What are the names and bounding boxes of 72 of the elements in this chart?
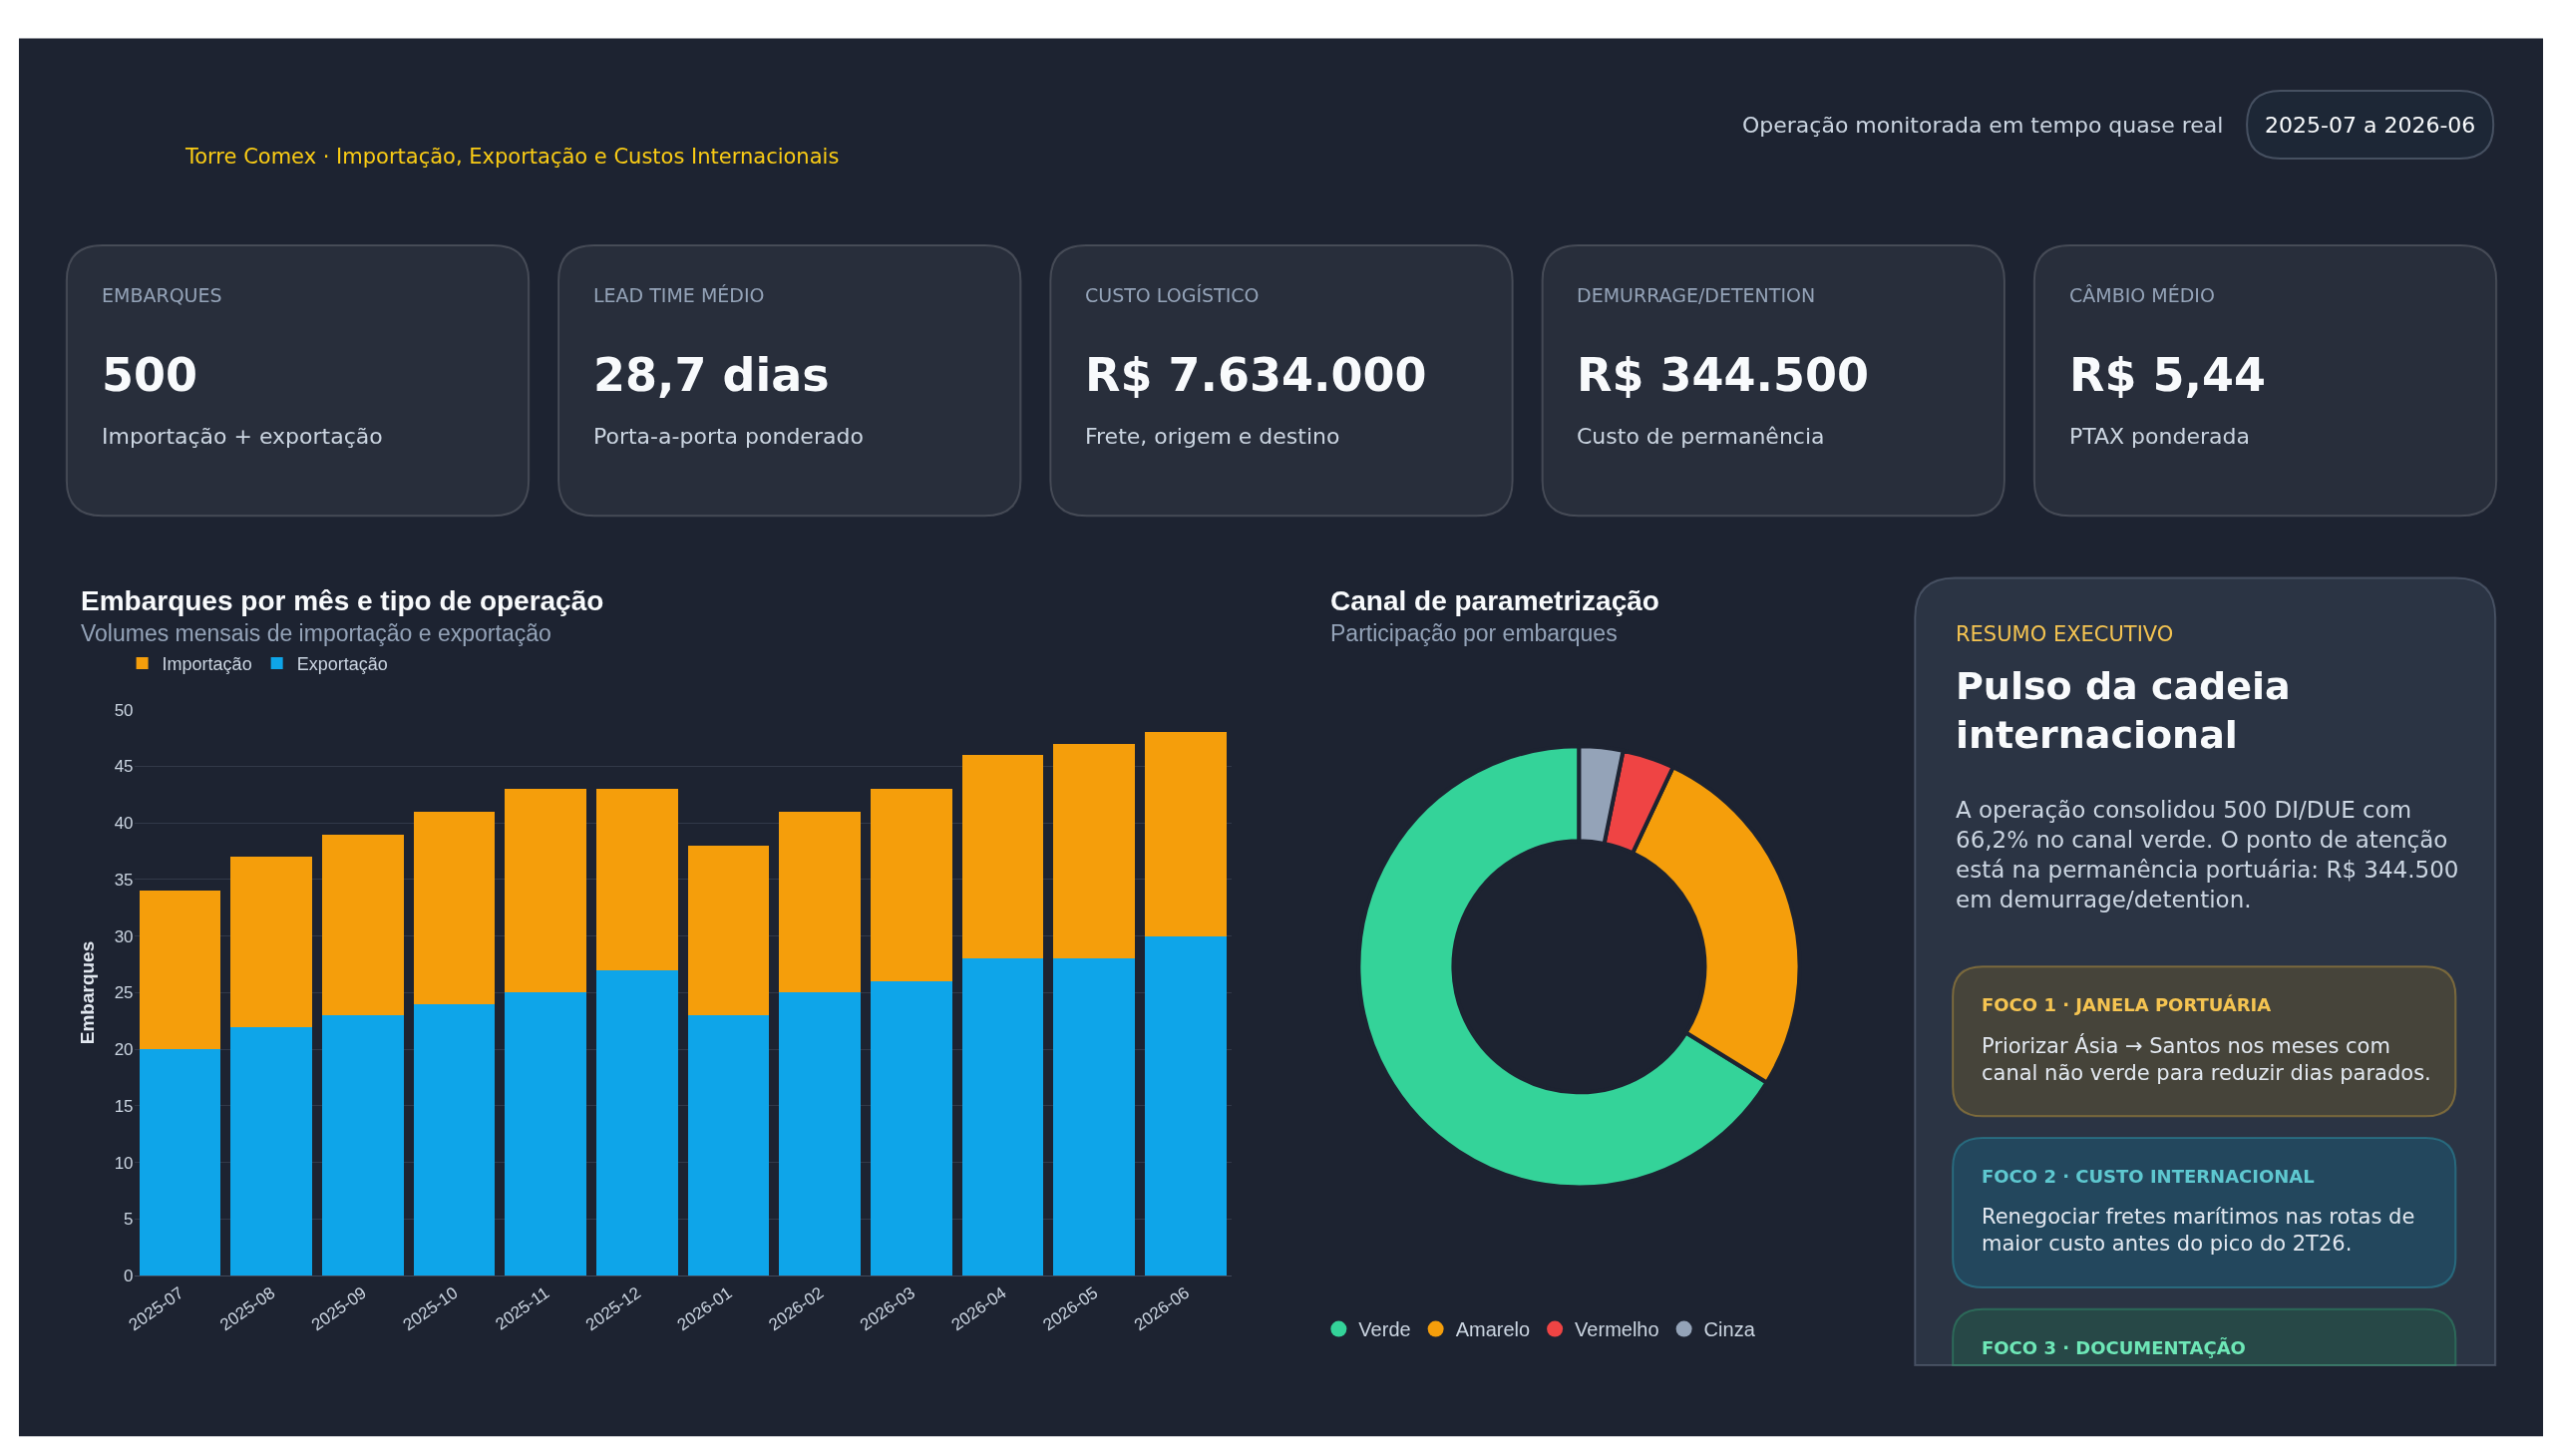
bar bbox=[1145, 935, 1227, 1276]
y-axis-title: Embarques bbox=[77, 940, 99, 1045]
bar bbox=[321, 1015, 404, 1276]
bar bbox=[230, 857, 312, 1027]
text: 500 bbox=[102, 348, 198, 402]
bar bbox=[687, 845, 770, 1016]
y-tick-label: 10 bbox=[114, 1153, 134, 1173]
bar bbox=[871, 789, 952, 982]
text: DEMURRAGE/DETENTION bbox=[1577, 284, 1816, 306]
text: Torre Comex · Importação, Exportação e Custos Internacionais bbox=[184, 145, 840, 169]
bar bbox=[687, 1015, 770, 1276]
text: Operação monitorada em tempo quase real bbox=[1742, 113, 2224, 138]
bar bbox=[413, 811, 496, 1004]
bar bbox=[413, 1003, 496, 1276]
y-tick-label: 0 bbox=[124, 1267, 134, 1286]
y-tick-label: 5 bbox=[124, 1210, 134, 1230]
y-tick-label: 30 bbox=[114, 926, 134, 946]
text: Priorizar Ásia → Santos nos meses com canal não verde para reduzir dias parados. bbox=[1982, 1033, 2431, 1086]
bar bbox=[1053, 743, 1135, 959]
chart-subtitle: Volumes mensais de importação e exportação bbox=[81, 620, 551, 646]
text: Pulso da cadeia internacional bbox=[1956, 664, 2291, 758]
text: Renegociar fretes marítimos nas rotas de maior custo antes do pico do 2T26. bbox=[1982, 1205, 2415, 1257]
chart-title: Canal de parametrização bbox=[1330, 585, 1659, 616]
bar bbox=[871, 981, 952, 1276]
bar bbox=[779, 811, 861, 993]
y-tick-label: 35 bbox=[114, 870, 134, 890]
text: Porta-a-porta ponderado bbox=[593, 424, 864, 449]
text: CUSTO LOGÍSTICO bbox=[1085, 284, 1260, 306]
legend-label: Cinza bbox=[1703, 1318, 1756, 1341]
legend-label: Verde bbox=[1358, 1318, 1411, 1341]
y-tick-label: 45 bbox=[114, 757, 134, 777]
bar bbox=[961, 958, 1044, 1276]
bar bbox=[1145, 732, 1227, 936]
text: A operação consolidou 500 DI/DUE com 66,2% no canal verde. O ponto de atenção está na permanência portuária: R$ 344.500 em demurrage/detention. bbox=[1956, 797, 2459, 912]
text: RESUMO EXECUTIVO bbox=[1956, 622, 2174, 646]
legend-label: Vermelho bbox=[1575, 1318, 1659, 1341]
text: EMBARQUES bbox=[102, 284, 222, 306]
y-tick-label: 25 bbox=[114, 983, 134, 1003]
bar bbox=[139, 1049, 221, 1276]
text: CÂMBIO MÉDIO bbox=[2069, 284, 2215, 306]
text: FOCO 1 · JANELA PORTUÁRIA bbox=[1982, 994, 2272, 1015]
text: Custo de permanência bbox=[1577, 424, 1825, 449]
text: Importação + exportação bbox=[102, 424, 383, 449]
legend-label: Amarelo bbox=[1455, 1318, 1531, 1341]
text: R$ 7.634.000 bbox=[1085, 348, 1427, 402]
text: 2025-07 a 2026-06 bbox=[2265, 113, 2476, 138]
text: R$ 5,44 bbox=[2069, 348, 2266, 402]
text: Frete, origem e destino bbox=[1085, 424, 1340, 449]
text: FOCO 2 · CUSTO INTERNACIONAL bbox=[1982, 1166, 2315, 1187]
bar bbox=[595, 789, 678, 970]
bar bbox=[230, 1026, 312, 1276]
bar bbox=[595, 969, 678, 1276]
bar bbox=[1053, 958, 1135, 1276]
text: LEAD TIME MÉDIO bbox=[593, 284, 765, 306]
chart-title: Embarques por mês e tipo de operação bbox=[81, 585, 604, 616]
y-tick-label: 20 bbox=[114, 1040, 134, 1060]
bar bbox=[505, 789, 586, 993]
bar bbox=[961, 755, 1044, 959]
bar bbox=[139, 891, 221, 1050]
y-tick-label: 40 bbox=[114, 814, 134, 834]
legend-label: Exportação bbox=[296, 654, 388, 675]
legend-label: Importação bbox=[162, 654, 252, 675]
chart-subtitle: Participação por embarques bbox=[1330, 620, 1618, 646]
y-tick-label: 15 bbox=[114, 1096, 134, 1116]
y-tick-label: 50 bbox=[114, 700, 134, 720]
bar bbox=[321, 834, 404, 1016]
text: PTAX ponderada bbox=[2069, 424, 2250, 449]
text: 28,7 dias bbox=[593, 348, 830, 402]
bar bbox=[779, 992, 861, 1276]
text: R$ 344.500 bbox=[1577, 348, 1869, 402]
text: FOCO 3 · DOCUMENTAÇÃO bbox=[1982, 1336, 2246, 1358]
bar bbox=[505, 992, 586, 1276]
